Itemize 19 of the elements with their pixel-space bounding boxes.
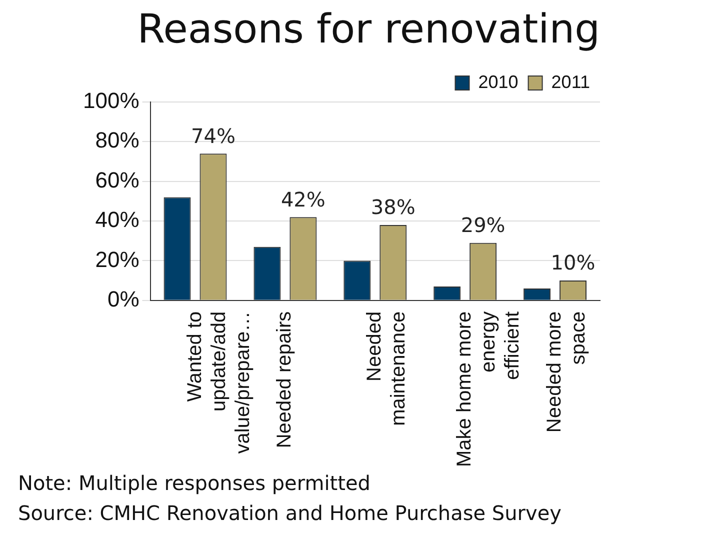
y-tick-label: 40% [95, 207, 140, 232]
data-label: 10% [550, 250, 596, 275]
legend-label: 2011 [551, 72, 590, 92]
data-label: 42% [280, 187, 326, 212]
y-tick-label: 60% [95, 167, 140, 192]
data-label: 29% [460, 213, 506, 238]
data-label: 74% [191, 124, 236, 148]
y-tick-label: 100% [82, 88, 140, 114]
data-label: 38% [370, 195, 416, 220]
x-tick-label: Wanted to update/add value/prepare… [184, 311, 254, 454]
x-tick-label: Needed maintenance [364, 311, 410, 426]
chart-title: Reasons for renovating [137, 6, 600, 52]
x-tick-label: Needed repairs [274, 311, 296, 448]
y-tick-label: 80% [95, 128, 140, 153]
text: Note: Multiple responses permitted [18, 470, 372, 497]
source-note: Source: CMHC Renovation and Home Purchase Survey [18, 500, 562, 527]
y-tick-label: 20% [95, 246, 140, 272]
y-tick-label: 0% [107, 286, 140, 312]
legend-label: 2010 [478, 72, 518, 92]
